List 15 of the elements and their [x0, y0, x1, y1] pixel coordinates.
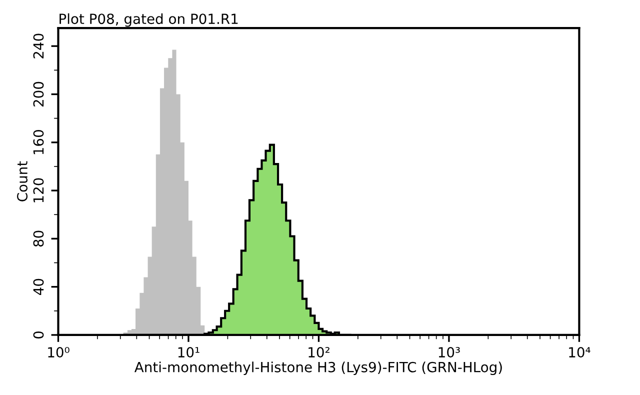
y-axis-title: Count	[17, 161, 28, 202]
chart-title: Plot P08, gated on P01.R1	[60, 13, 238, 27]
y-tick-label: 80	[33, 230, 44, 247]
x-tick-label: 10¹	[178, 347, 200, 358]
x-tick-label: 10³	[438, 347, 460, 358]
y-tick-label: 0	[33, 331, 44, 338]
y-tick-label: 160	[33, 130, 44, 154]
x-axis-title: Anti-monomethyl-Histone H3 (Lys9)-FITC (GRN-HLog)	[134, 362, 502, 376]
x-tick-label: 10⁰	[48, 347, 70, 358]
x-tick-label: 10⁴	[569, 347, 590, 358]
y-tick-label: 200	[33, 82, 44, 106]
y-tick-label: 120	[33, 178, 44, 202]
y-tick-label: 40	[33, 278, 44, 295]
y-tick-label: 240	[33, 34, 44, 58]
x-tick-label: 10²	[308, 347, 330, 358]
